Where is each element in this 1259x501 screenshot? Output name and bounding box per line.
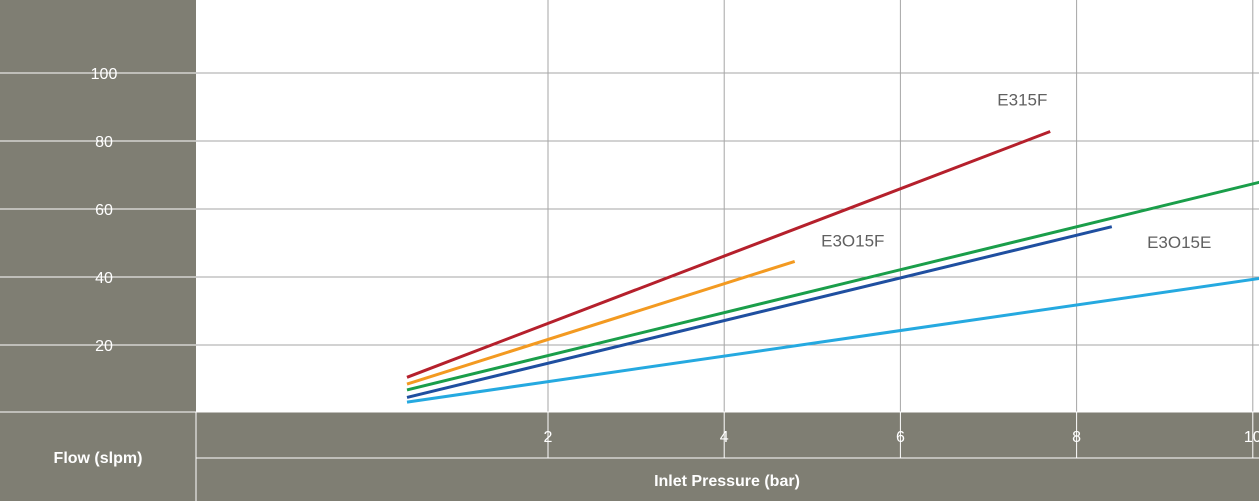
x-tick-label-10: 10 (1244, 429, 1259, 446)
y-tick-labels: 20 40 60 80 100 (91, 66, 118, 355)
grid (0, 0, 1259, 458)
series-label-e315f: E315F (997, 90, 1047, 109)
y-tick-label-40: 40 (95, 270, 113, 287)
x-tick-labels: 2 4 6 8 10 (544, 429, 1259, 446)
series-labels: E315FE3O15FE315EE3O15EE315D (821, 90, 1211, 252)
series-label-e3o15e: E3O15E (1147, 233, 1211, 252)
y-tick-label-80: 80 (95, 134, 113, 151)
series-label-e3o15f: E3O15F (821, 232, 884, 251)
x-tick-label-6: 6 (896, 429, 905, 446)
y-axis-panel (0, 0, 196, 501)
series-line-e315f (406, 130, 1051, 379)
series-line-e3o15e (406, 225, 1113, 399)
y-axis-label: Flow (slpm) (54, 450, 143, 467)
x-axis-panel (196, 412, 1259, 501)
series-lines (406, 130, 1259, 404)
y-tick-label-100: 100 (91, 66, 118, 83)
x-tick-label-4: 4 (720, 429, 729, 446)
x-axis-label: Inlet Pressure (bar) (654, 473, 800, 490)
plot-area (196, 0, 1259, 412)
y-tick-label-60: 60 (95, 202, 113, 219)
series-line-e3o15f (406, 259, 796, 386)
series-line-e315e (406, 180, 1259, 392)
y-tick-label-20: 20 (95, 338, 113, 355)
x-tick-label-8: 8 (1072, 429, 1081, 446)
series-line-e315d (406, 277, 1259, 404)
x-tick-label-2: 2 (544, 429, 553, 446)
